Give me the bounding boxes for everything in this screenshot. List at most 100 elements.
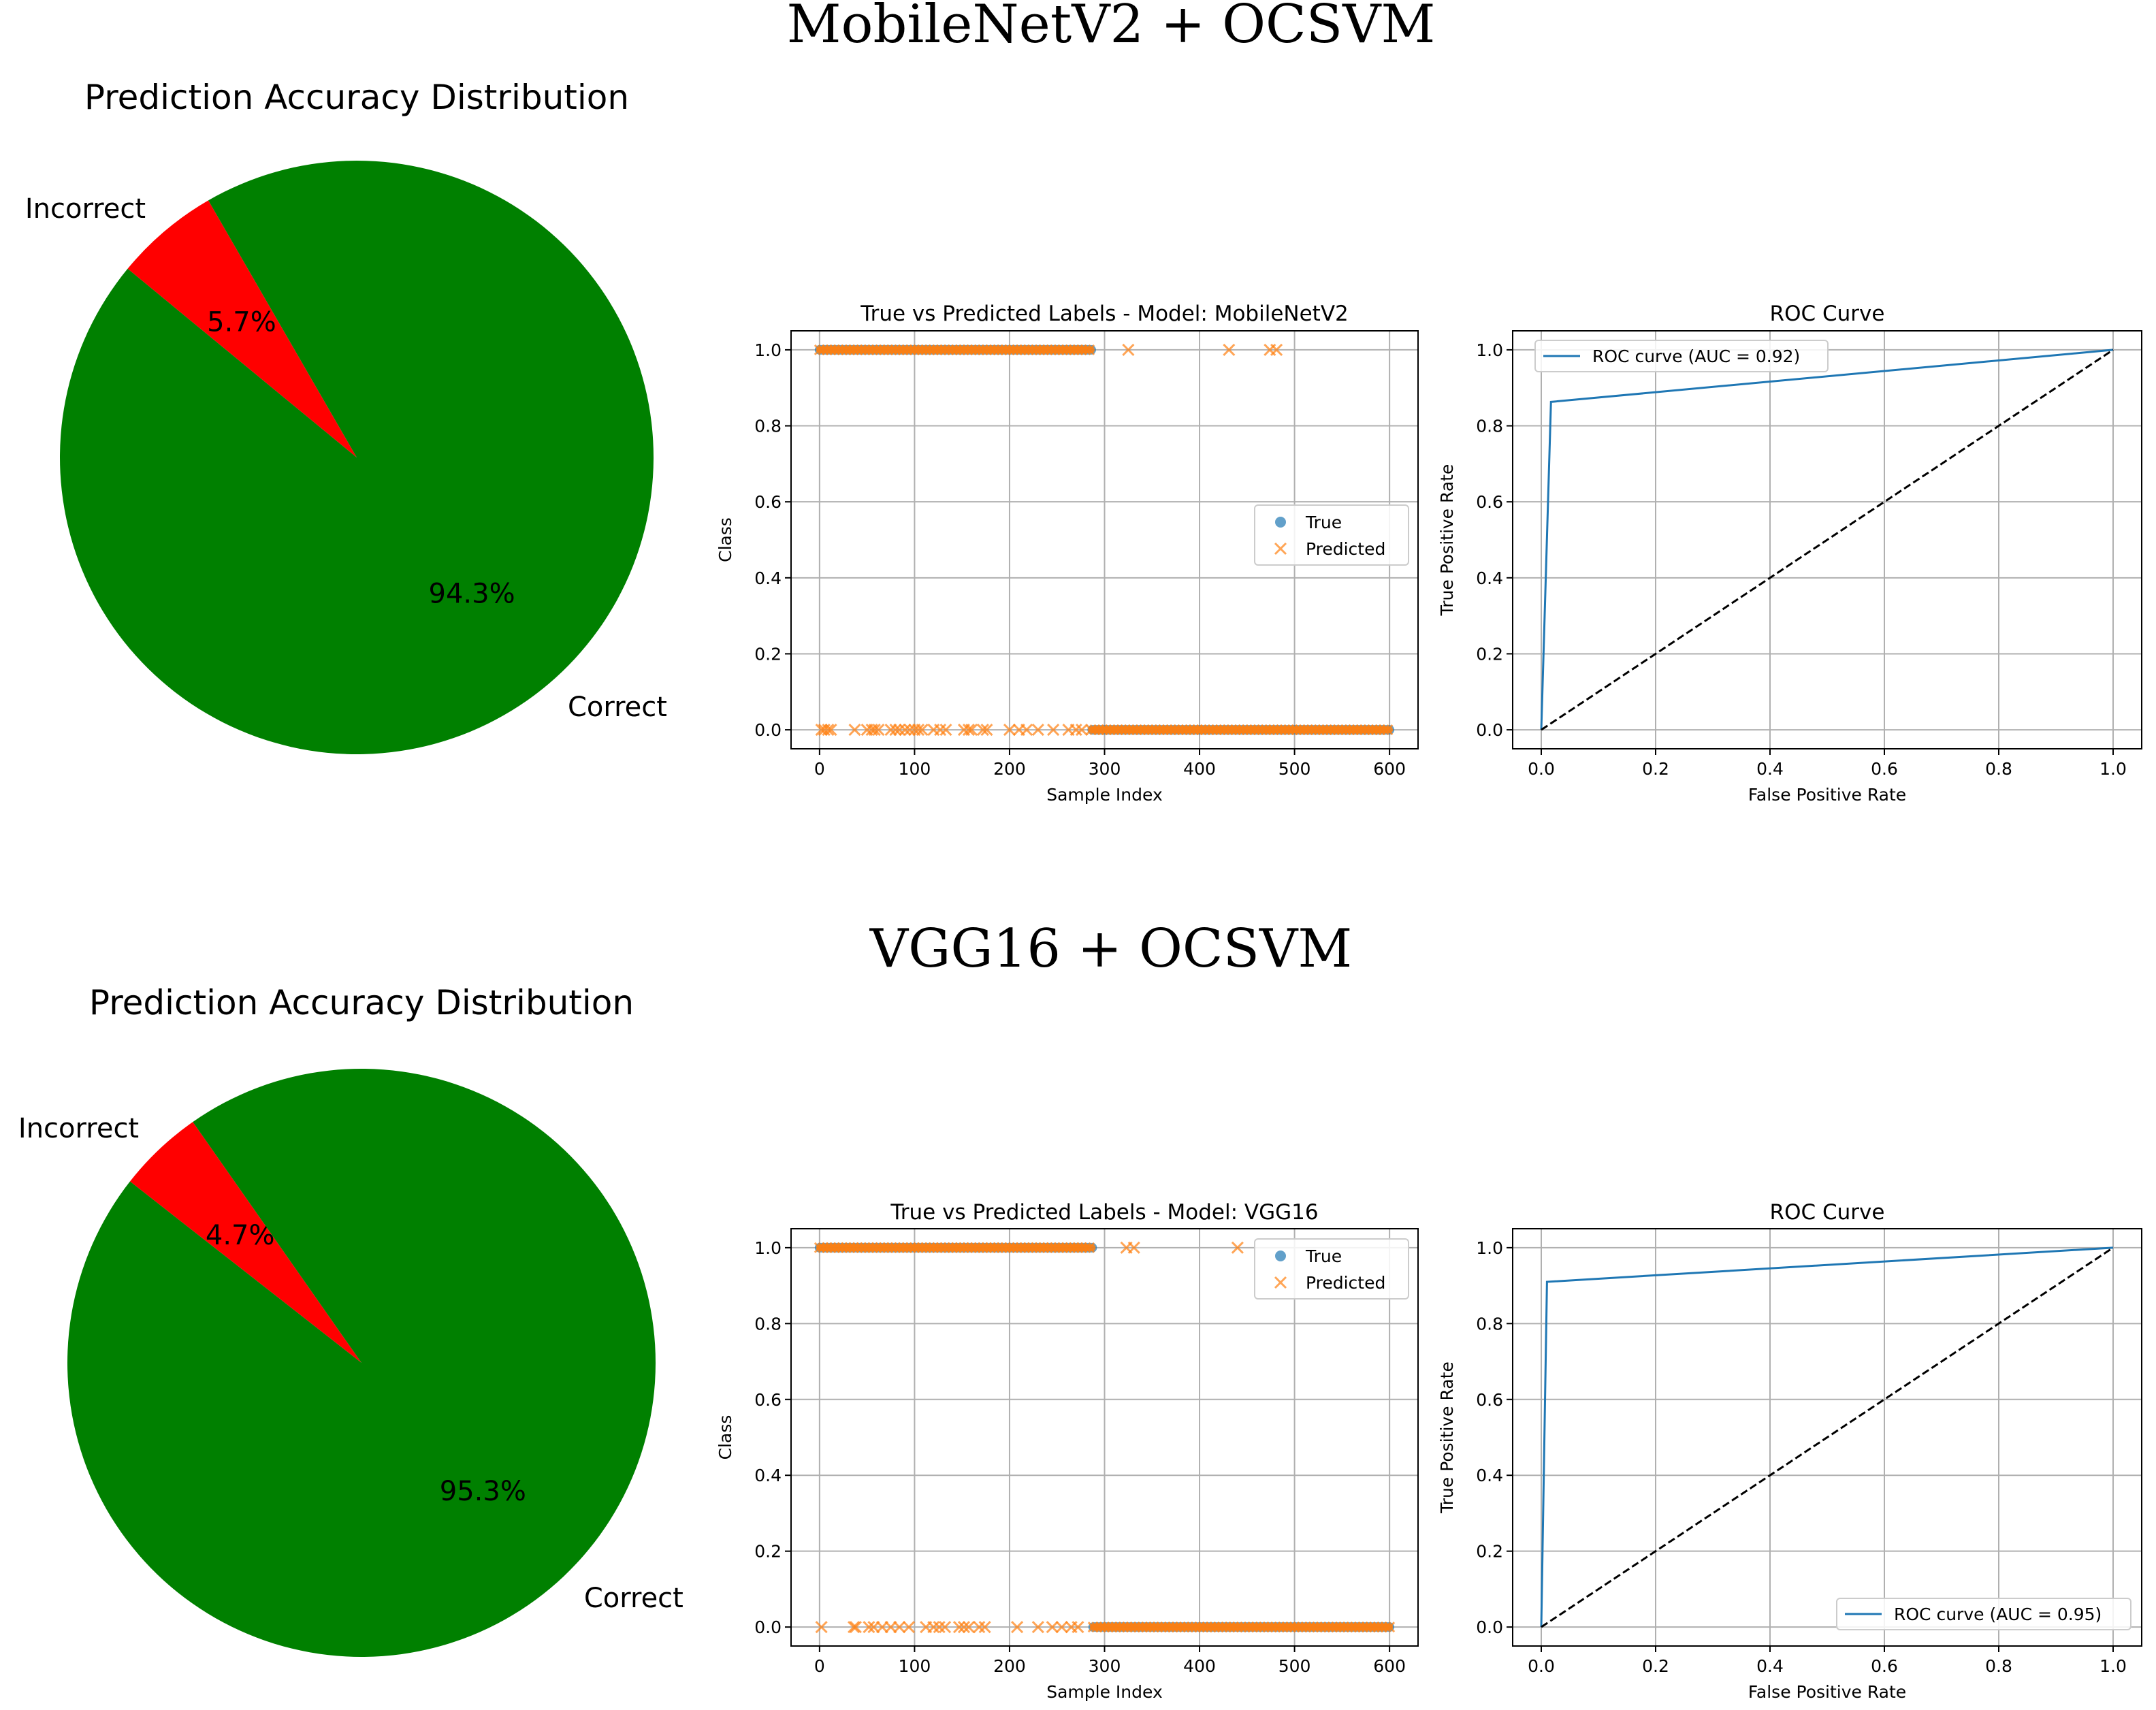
y-tick-label: 0.2 xyxy=(754,644,782,664)
predicted-marker xyxy=(863,1621,875,1634)
roc-curve xyxy=(1540,349,2114,730)
x-tick-label: 300 xyxy=(1089,759,1121,779)
x-tick-label: 500 xyxy=(1278,1656,1311,1676)
x-tick-label: 0.2 xyxy=(1642,759,1669,779)
y-tick-label: 0.4 xyxy=(754,1466,782,1485)
pie-pct-label: 94.3% xyxy=(429,579,515,610)
predicted-marker xyxy=(815,1621,828,1634)
predicted-marker xyxy=(933,1621,946,1634)
suptitle: MobileNetV2 + OCSVM xyxy=(787,0,1436,55)
predicted-marker xyxy=(1031,1621,1044,1634)
axes-frame xyxy=(790,330,1419,749)
x-tick-label: 100 xyxy=(899,1656,931,1676)
predicted-marker xyxy=(927,1621,940,1634)
x-tick-label: 100 xyxy=(899,759,931,779)
predicted-marker xyxy=(822,724,835,737)
x-axis-label: Sample Index xyxy=(1046,1682,1163,1702)
legend-predicted-marker xyxy=(1274,1276,1287,1289)
suptitle: VGG16 + OCSVM xyxy=(869,918,1352,980)
predicted-marker xyxy=(1003,724,1016,737)
predicted-marker xyxy=(934,724,947,737)
x-tick-label: 0.6 xyxy=(1871,759,1898,779)
pie-label: Correct xyxy=(584,1583,683,1614)
scatter-chart: 0 100 200 300 400 500 600 0.0 0.2 0.4 0.6 0.8 1.0 Tru… xyxy=(715,1200,1419,1702)
predicted-marker xyxy=(1270,343,1283,356)
x-tick-label: 0.2 xyxy=(1642,1656,1669,1676)
predicted-marker xyxy=(872,724,885,737)
pie-slice-correct xyxy=(67,1069,656,1658)
x-tick-label: 0.4 xyxy=(1756,1656,1784,1676)
y-axis-label: Class xyxy=(715,517,735,562)
chance-line xyxy=(1541,1246,2114,1628)
predicted-marker xyxy=(1020,724,1033,737)
y-tick-label: 0.0 xyxy=(754,1617,782,1637)
pie-chart: Prediction Accuracy Distribution Incorrec… xyxy=(18,983,683,1658)
y-tick-label: 0.0 xyxy=(1476,720,1503,740)
predicted-marker xyxy=(848,1621,860,1634)
predicted-marker xyxy=(939,724,952,737)
chance-line xyxy=(1541,349,2114,731)
pie-label: Incorrect xyxy=(18,1113,139,1144)
roc-legend xyxy=(1836,1598,2131,1630)
pie-pct-label: 5.7% xyxy=(207,306,276,338)
predicted-marker xyxy=(1084,344,1095,355)
axes-frame xyxy=(1512,1228,2142,1647)
pie-pct-label: 4.7% xyxy=(206,1220,275,1251)
pie-label: Incorrect xyxy=(25,193,146,225)
x-tick-label: 600 xyxy=(1373,1656,1406,1676)
predicted-marker xyxy=(1084,1242,1095,1253)
pie-chart: Prediction Accuracy Distribution Incorrec… xyxy=(25,78,667,755)
x-tick-label: 200 xyxy=(993,759,1026,779)
predicted-marker xyxy=(1080,1242,1091,1253)
predicted-marker xyxy=(957,1621,971,1634)
y-tick-label: 0.6 xyxy=(1476,492,1503,512)
y-axis-label: True Positive Rate xyxy=(1437,1361,1457,1514)
x-tick-label: 0.0 xyxy=(1528,759,1555,779)
x-axis-label: False Positive Rate xyxy=(1748,785,1906,805)
predicted-marker xyxy=(976,724,989,737)
pie-slice-incorrect xyxy=(129,1122,361,1363)
legend-roc-label: ROC curve (AUC = 0.95) xyxy=(1894,1604,2102,1624)
x-tick-label: 0.4 xyxy=(1756,759,1784,779)
y-tick-label: 0.8 xyxy=(1476,1314,1503,1334)
chart-title: ROC Curve xyxy=(1770,302,1885,326)
pie-label: Correct xyxy=(568,692,667,723)
predicted-marker xyxy=(1122,343,1135,356)
predicted-marker xyxy=(1069,724,1082,737)
y-tick-label: 0.6 xyxy=(1476,1390,1503,1410)
predicted-marker xyxy=(868,724,881,737)
legend-predicted-marker xyxy=(1274,542,1287,555)
predicted-marker xyxy=(965,724,978,737)
predicted-marker xyxy=(1127,1241,1140,1254)
predicted-marker xyxy=(978,1621,991,1634)
predicted-marker xyxy=(849,1621,862,1634)
x-tick-label: 300 xyxy=(1089,1656,1121,1676)
roc-curve xyxy=(1540,1246,2114,1628)
predicted-marker xyxy=(1223,343,1236,356)
predicted-marker xyxy=(1047,724,1060,737)
y-axis-label: Class xyxy=(715,1415,735,1460)
x-tick-label: 0 xyxy=(814,1656,825,1676)
legend-true-label: True xyxy=(1305,513,1342,532)
predicted-marker xyxy=(962,1621,976,1634)
y-tick-label: 1.0 xyxy=(754,340,782,360)
predicted-marker xyxy=(980,724,993,737)
predicted-marker xyxy=(889,724,902,737)
y-tick-label: 0.2 xyxy=(1476,644,1503,664)
pie-title: Prediction Accuracy Distribution xyxy=(89,983,634,1022)
predicted-marker xyxy=(916,724,929,737)
predicted-marker xyxy=(848,724,861,737)
chart-title: True vs Predicted Labels - Model: VGG16 xyxy=(890,1200,1318,1225)
axes-frame xyxy=(1512,330,2142,749)
roc-chart: 0.0 0.2 0.4 0.6 0.8 1.0 0.0 0.2 0.4 0.6 0.8 1.0 ROC … xyxy=(1437,302,2142,805)
pie-title: Prediction Accuracy Distribution xyxy=(84,78,629,117)
y-tick-label: 0.4 xyxy=(1476,568,1503,588)
x-tick-label: 0 xyxy=(814,759,825,779)
y-tick-label: 0.2 xyxy=(1476,1542,1503,1562)
x-tick-label: 500 xyxy=(1278,759,1311,779)
y-tick-label: 1.0 xyxy=(1476,340,1503,360)
y-tick-label: 0.8 xyxy=(754,417,782,436)
predicted-marker xyxy=(1382,724,1394,736)
predicted-marker xyxy=(1011,1621,1024,1634)
